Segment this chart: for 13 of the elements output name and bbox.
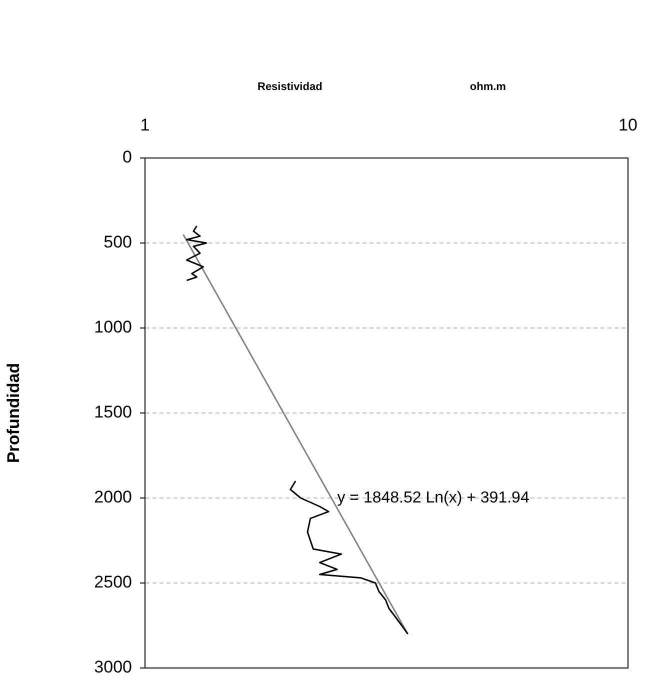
y-tick-label: 3000 [94,658,132,677]
x-tick-label: 10 [618,115,638,134]
annotation: y = 1848.52 Ln(x) + 391.94 [337,489,530,506]
x-axis-title: Resistividad [257,81,322,94]
y-axis-title: Profundidad [4,362,23,464]
text: ohm.m [470,81,506,94]
y-tick-label: 2000 [94,488,132,507]
y-tick-label: 500 [104,232,132,252]
y-tick-label: 2500 [94,572,132,592]
y-tick-label: 1000 [94,318,132,337]
y-tick-label: 0 [122,148,132,167]
y-tick-label: 1500 [94,402,132,422]
x-tick-label: 1 [140,115,150,134]
